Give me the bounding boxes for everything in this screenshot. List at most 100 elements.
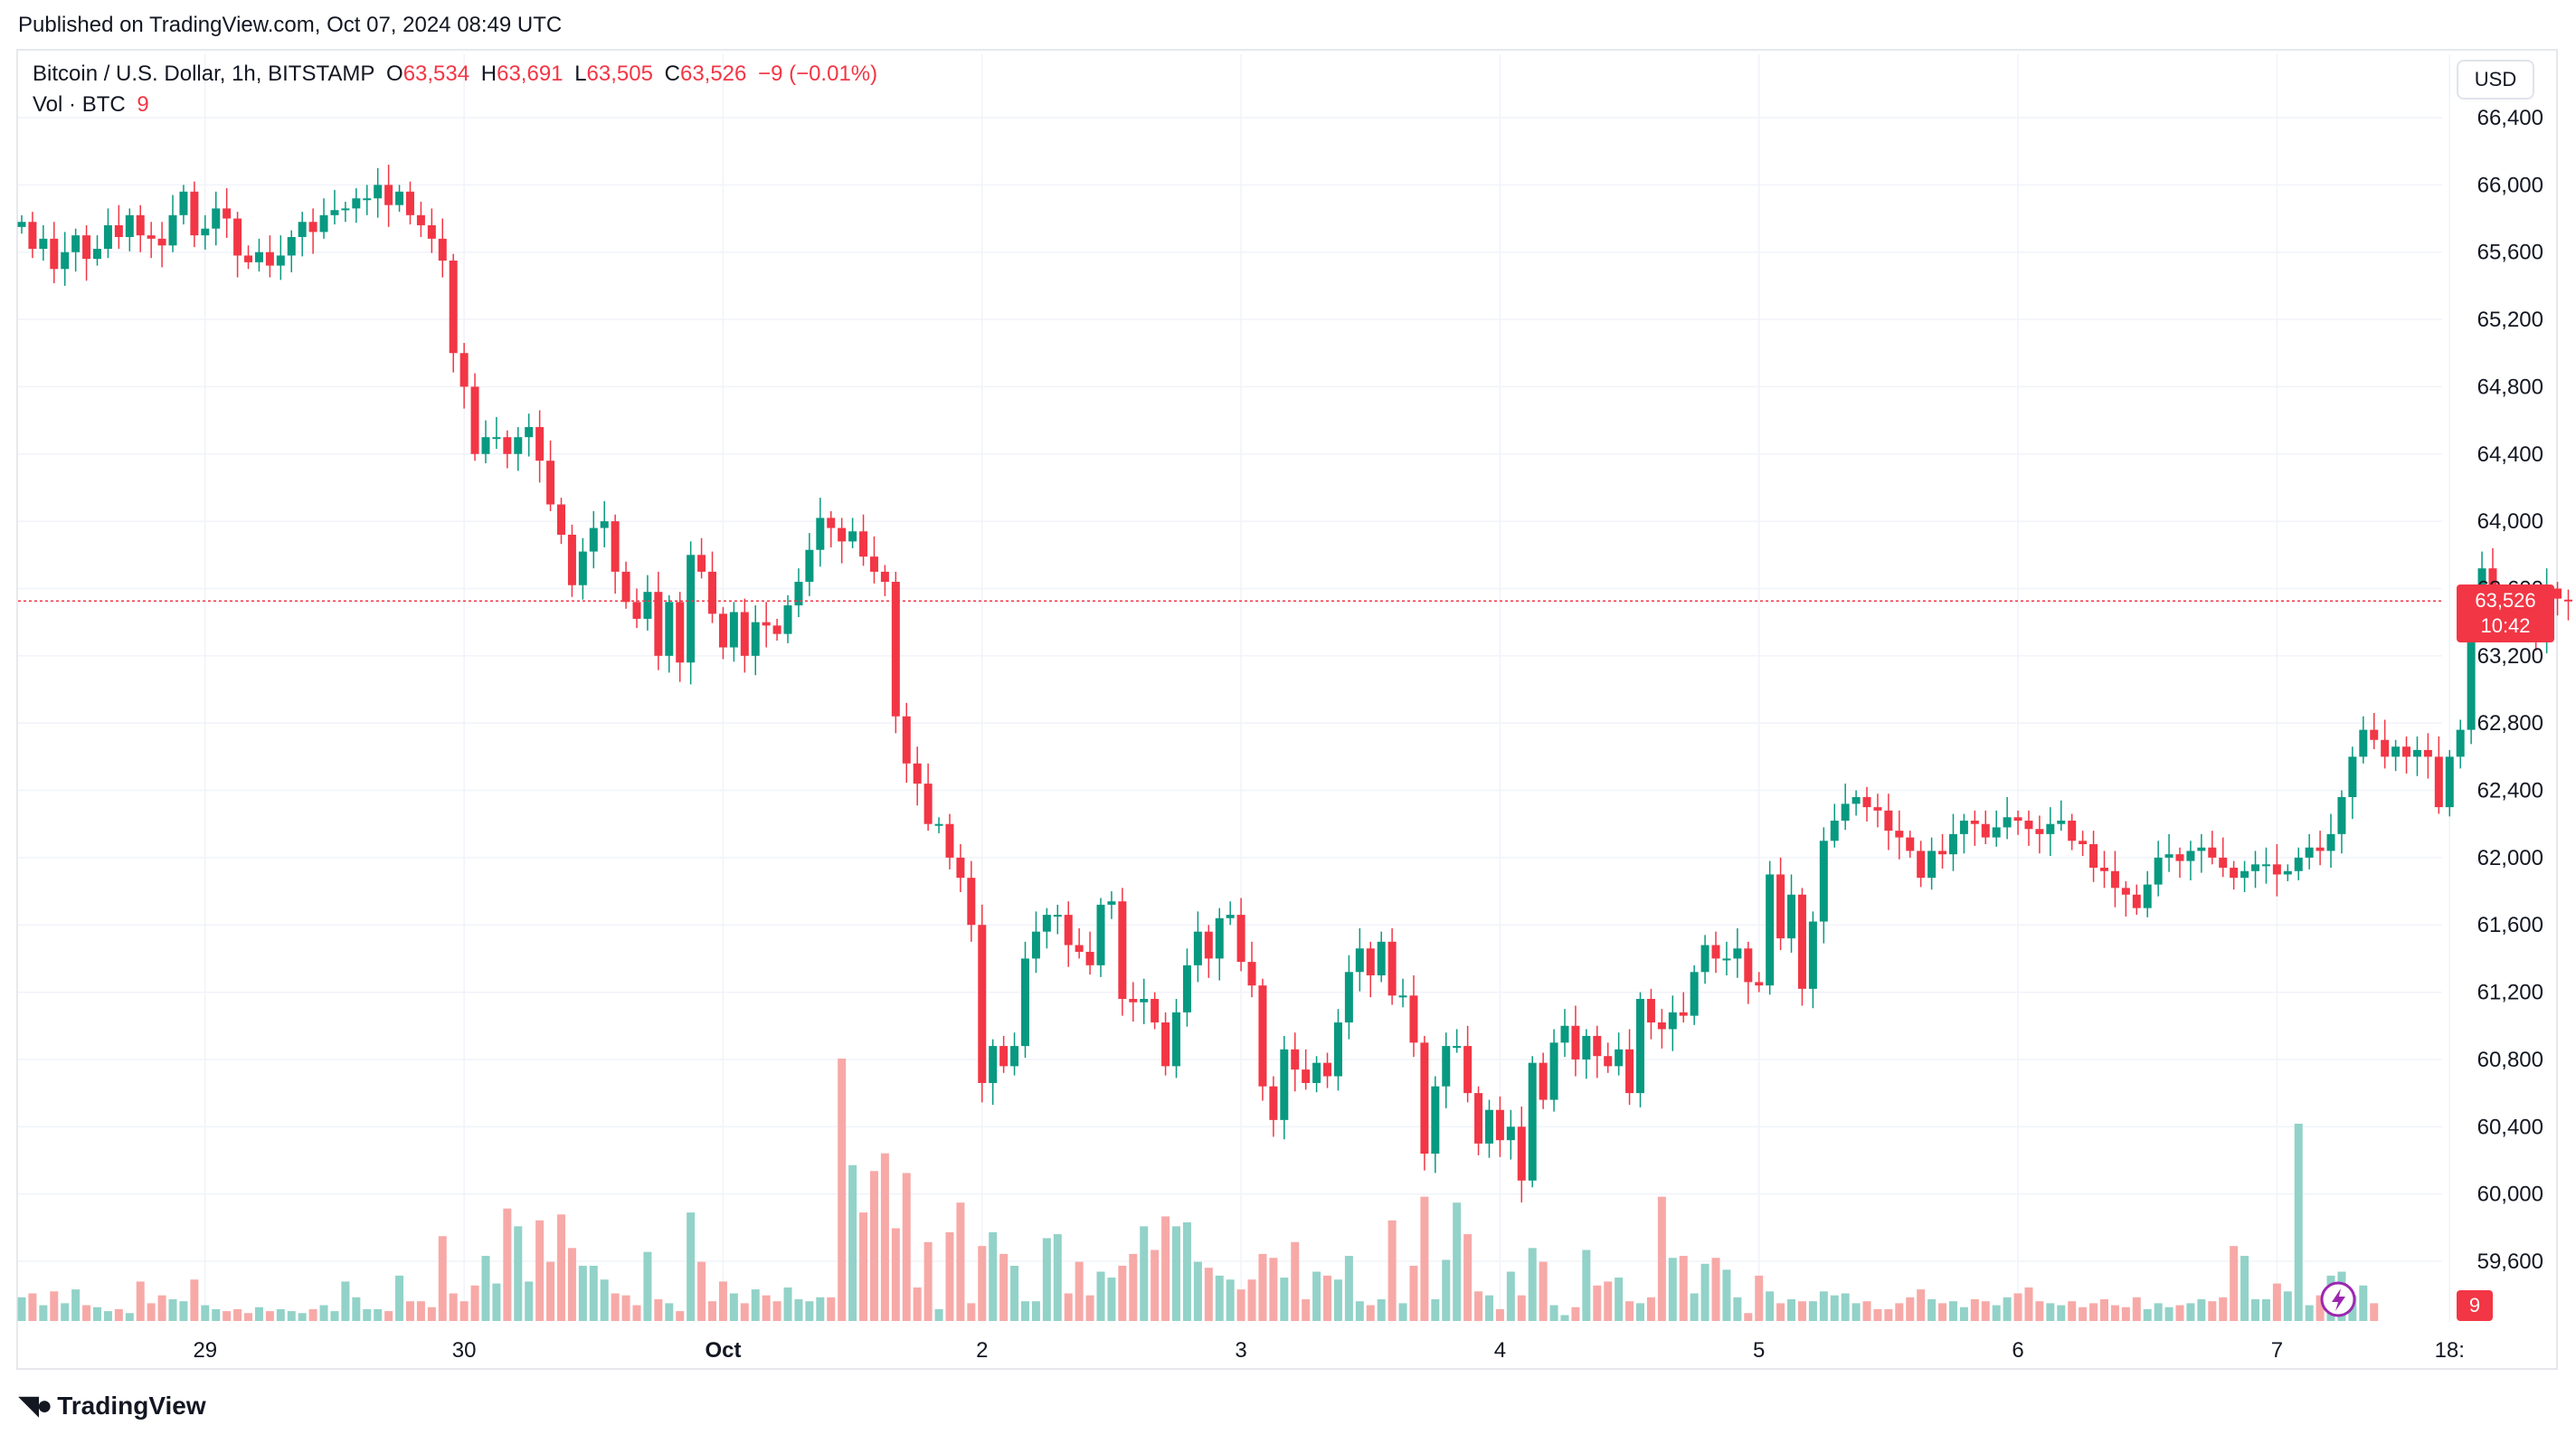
candle-body (319, 214, 328, 233)
volume-bar (1528, 1248, 1537, 1321)
candle-body (1582, 1035, 1591, 1060)
candle-body (470, 386, 479, 454)
volume-bar (708, 1301, 717, 1321)
candle-body (2370, 729, 2379, 740)
volume-bar (643, 1251, 652, 1321)
volume-bar (1323, 1275, 1332, 1321)
volume-bar (1484, 1295, 1493, 1321)
symbol-label[interactable]: Bitcoin / U.S. Dollar, 1h, BITSTAMP (33, 62, 375, 86)
candle-body (2261, 864, 2270, 867)
volume-bar (287, 1311, 296, 1321)
volume-bar (1215, 1275, 1224, 1321)
candle-body (2186, 851, 2195, 861)
candle-body (1981, 823, 1990, 838)
volume-bar (352, 1297, 361, 1321)
y-tick-label: 60,000 (2477, 1183, 2543, 1207)
candle-body (2099, 868, 2108, 871)
candle-body (363, 198, 372, 201)
volume-bar (2294, 1123, 2303, 1321)
volume-bar (848, 1164, 857, 1321)
candle-body (838, 527, 847, 542)
volume-bar (2068, 1301, 2077, 1321)
volume-bar (913, 1287, 922, 1321)
y-tick-label: 61,600 (2477, 913, 2543, 937)
tradingview-logo[interactable]: ◥● TradingView (18, 1390, 206, 1421)
volume-bar (50, 1291, 59, 1321)
volume-bar (2164, 1307, 2174, 1321)
candle-body (405, 191, 414, 215)
x-tick-label: 3 (1235, 1338, 1246, 1363)
volume-bar (1085, 1295, 1094, 1321)
currency-button[interactable]: USD (2457, 60, 2534, 100)
y-tick-label: 59,600 (2477, 1250, 2543, 1274)
candle-body (762, 622, 771, 626)
candle-body (1700, 945, 1709, 973)
volume-bar (1636, 1303, 1644, 1321)
volume-bar (2046, 1303, 2055, 1321)
candle-body (718, 613, 727, 648)
candle-body (1711, 945, 1720, 959)
volume-bar (2305, 1305, 2314, 1321)
y-tick-label: 66,400 (2477, 106, 2543, 130)
volume-bar (535, 1220, 545, 1321)
volume-badge: 9 (2457, 1290, 2493, 1321)
candle-body (2391, 746, 2401, 757)
candle-body (654, 592, 663, 656)
volume-bar (989, 1231, 998, 1321)
grid-layer (18, 54, 2450, 1321)
volume-bar (1615, 1278, 1624, 1321)
lightning-icon[interactable] (2320, 1281, 2356, 1317)
candle-body (2230, 868, 2239, 879)
volume-bar (1096, 1271, 1105, 1321)
candle-body (2175, 854, 2184, 861)
candle-body (751, 622, 760, 656)
candle-body (1744, 948, 1753, 983)
volume-bar (838, 1059, 847, 1321)
candle-body (1884, 810, 1893, 832)
candle-body (1031, 931, 1040, 959)
candle-body (341, 208, 350, 211)
candle-body (1560, 1025, 1569, 1043)
candle-body (1291, 1049, 1300, 1070)
y-tick-label: 65,600 (2477, 241, 2543, 265)
volume-bar (1463, 1234, 1473, 1321)
candle-body (1495, 1109, 1504, 1141)
candle-body (557, 504, 565, 535)
volume-label[interactable]: Vol · BTC (33, 92, 126, 117)
volume-bar (1269, 1258, 1278, 1321)
volume-bar (1992, 1305, 2001, 1321)
candle-body (449, 261, 458, 354)
change-value: −9 (−0.01%) (758, 62, 878, 86)
candle-body (223, 208, 232, 219)
candle-body (125, 214, 134, 237)
volume-bar (1797, 1301, 1806, 1321)
volume-bar (427, 1307, 436, 1321)
volume-bar (395, 1275, 404, 1321)
volume-bar (2024, 1287, 2033, 1321)
candle-body (1549, 1042, 1558, 1100)
candle-body (1808, 921, 1817, 989)
candle-body (427, 224, 436, 239)
volume-bar (654, 1299, 663, 1321)
volume-bar (1409, 1265, 1418, 1321)
volume-bar (93, 1307, 102, 1321)
candle-body (2013, 817, 2022, 821)
candle-body (157, 238, 166, 246)
candle-body (39, 238, 48, 249)
volume-bar (1344, 1256, 1353, 1321)
volume-bar (481, 1256, 490, 1321)
volume-bar (2099, 1299, 2108, 1321)
volume-bar (341, 1281, 350, 1321)
candle-body (2553, 588, 2562, 599)
volume-bar (794, 1299, 803, 1321)
candle-body (1506, 1126, 1515, 1141)
volume-bar (751, 1289, 760, 1321)
candle-body (93, 248, 102, 260)
volume-bar (1787, 1299, 1796, 1321)
candle-body (1258, 985, 1267, 1087)
y-tick-label: 62,000 (2477, 846, 2543, 870)
candle-body (201, 228, 210, 236)
candle-body (1906, 837, 1915, 851)
candle-body (2143, 884, 2152, 908)
